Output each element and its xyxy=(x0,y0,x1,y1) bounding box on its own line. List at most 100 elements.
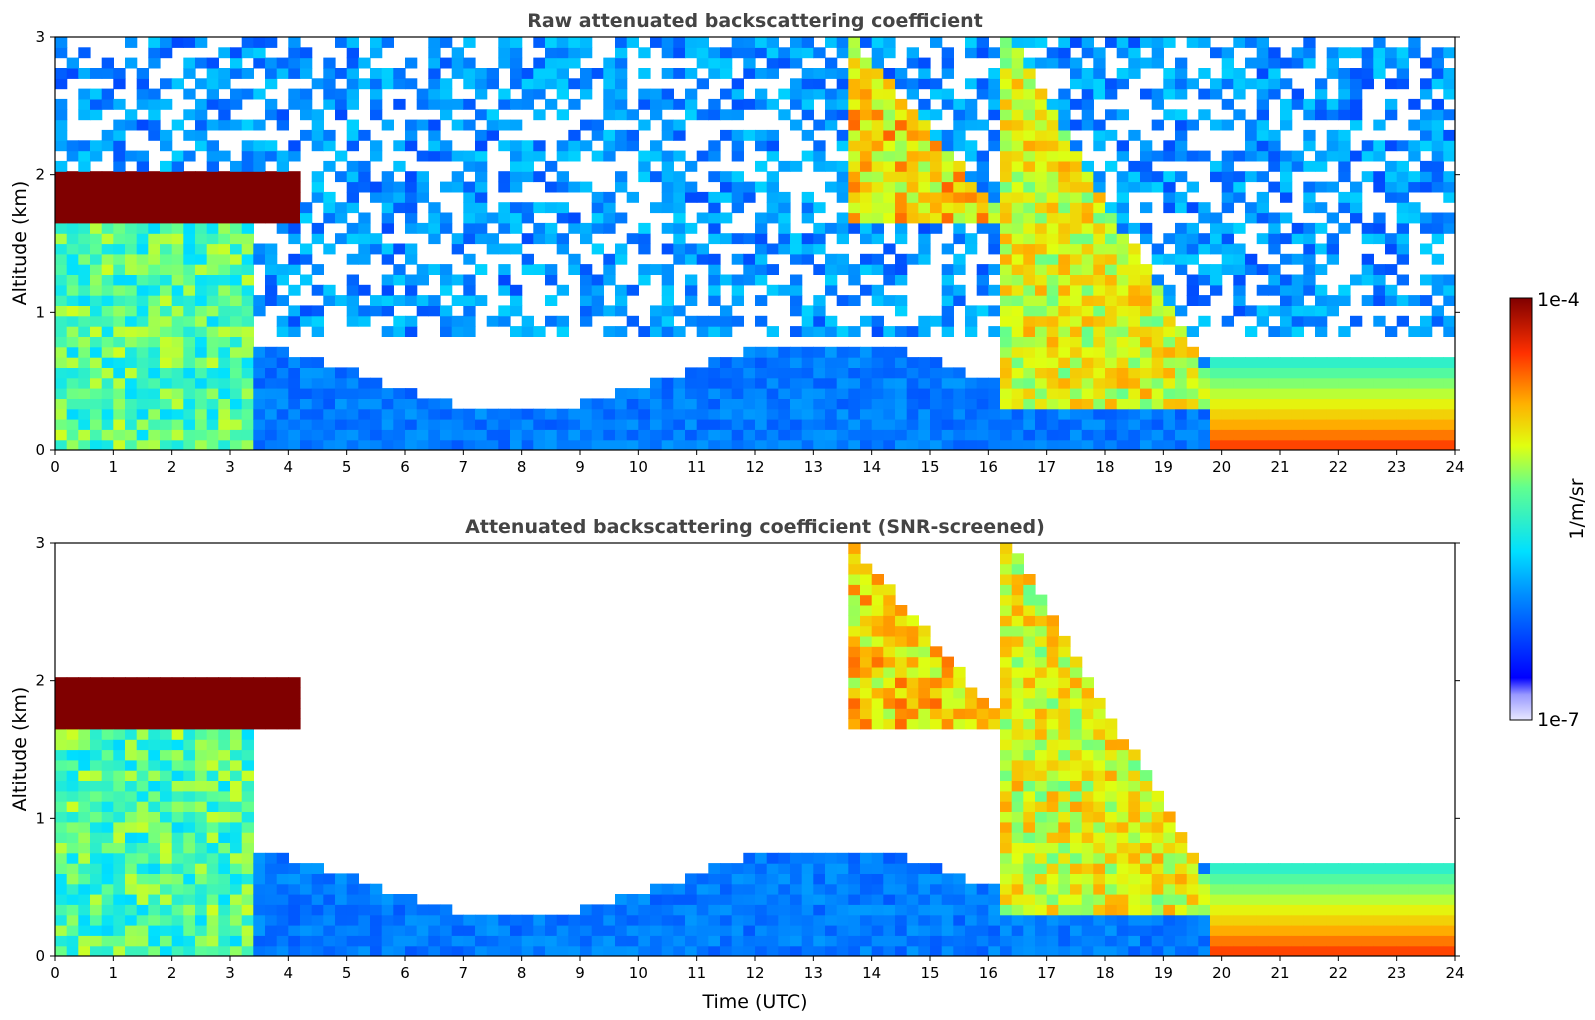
heatmap-cell xyxy=(370,88,383,100)
heatmap-cell xyxy=(556,935,569,947)
heatmap-cell xyxy=(311,284,324,296)
heatmap-cell xyxy=(66,697,79,709)
heatmap-cell xyxy=(848,666,861,678)
heatmap-cell xyxy=(1000,274,1013,286)
heatmap-cell xyxy=(720,326,733,337)
heatmap-cell xyxy=(346,37,359,48)
panel-screened: Attenuated backscattering coefficient (S… xyxy=(9,516,1465,1013)
heatmap-cell xyxy=(1303,429,1316,441)
heatmap-cell xyxy=(288,305,301,317)
heatmap-cell xyxy=(195,708,208,720)
heatmap-cell xyxy=(78,945,91,956)
heatmap-cell xyxy=(1175,57,1188,69)
heatmap-cell xyxy=(895,945,908,956)
heatmap-cell xyxy=(55,883,68,895)
heatmap-cell xyxy=(930,894,943,905)
heatmap-cell xyxy=(1373,212,1386,224)
heatmap-cell xyxy=(195,346,208,358)
heatmap-cell xyxy=(101,315,114,327)
heatmap-cell xyxy=(1046,243,1059,255)
heatmap-cell xyxy=(918,398,931,410)
heatmap-cell xyxy=(1011,914,1024,926)
heatmap-cell xyxy=(1151,914,1164,926)
heatmap-cell xyxy=(183,408,196,420)
heatmap-cell xyxy=(1105,202,1118,214)
heatmap-cell xyxy=(650,925,663,936)
heatmap-cell xyxy=(696,37,709,48)
heatmap-cell xyxy=(1093,202,1106,214)
heatmap-cell xyxy=(475,945,488,956)
heatmap-cell xyxy=(148,264,161,275)
heatmap-cell xyxy=(1140,57,1153,69)
heatmap-cell xyxy=(1233,429,1246,441)
heatmap-cell xyxy=(731,377,744,389)
heatmap-cell xyxy=(195,119,208,131)
heatmap-cell xyxy=(591,119,604,131)
heatmap-cell xyxy=(78,687,91,699)
heatmap-cell xyxy=(1093,243,1106,255)
heatmap-cell xyxy=(265,945,278,956)
heatmap-cell xyxy=(55,47,68,59)
heatmap-cell xyxy=(1081,883,1094,895)
heatmap-cell xyxy=(860,594,873,606)
heatmap-cell xyxy=(1093,708,1106,720)
heatmap-cell xyxy=(988,284,1001,296)
heatmap-cell xyxy=(720,274,733,286)
heatmap-cell xyxy=(160,274,173,286)
heatmap-cell xyxy=(510,171,523,183)
heatmap-cell xyxy=(1023,759,1036,771)
heatmap-cell xyxy=(533,202,546,214)
heatmap-cell xyxy=(55,935,68,947)
heatmap-cell xyxy=(1163,305,1176,317)
heatmap-cell xyxy=(300,439,313,450)
heatmap-cell xyxy=(1035,780,1048,792)
heatmap-cell xyxy=(428,904,441,916)
heatmap-cell xyxy=(661,202,674,214)
heatmap-cell xyxy=(90,904,103,916)
heatmap-cell xyxy=(1081,98,1094,110)
heatmap-cell xyxy=(1116,821,1129,833)
heatmap-cell xyxy=(696,47,709,59)
heatmap-cell xyxy=(1280,883,1293,895)
heatmap-cell xyxy=(183,728,196,740)
heatmap-cell xyxy=(335,212,348,224)
heatmap-cell xyxy=(930,181,943,193)
heatmap-cell xyxy=(125,883,138,895)
heatmap-cell xyxy=(953,398,966,410)
heatmap-cell xyxy=(556,150,569,162)
heatmap-cell xyxy=(836,914,849,926)
heatmap-cell xyxy=(1140,274,1153,286)
heatmap-cell xyxy=(510,160,523,172)
heatmap-cell xyxy=(253,377,266,389)
heatmap-cell xyxy=(545,264,558,275)
heatmap-cell xyxy=(300,945,313,956)
heatmap-cell xyxy=(381,222,394,234)
heatmap-cell xyxy=(1326,377,1339,389)
heatmap-cell xyxy=(171,925,184,936)
heatmap-cell xyxy=(78,770,91,781)
heatmap-cell xyxy=(1385,357,1398,368)
heatmap-cell xyxy=(195,419,208,430)
heatmap-cell xyxy=(171,119,184,131)
heatmap-cell xyxy=(895,233,908,245)
heatmap-cell xyxy=(381,894,394,905)
x-tick-label: 17 xyxy=(1037,458,1056,476)
heatmap-cell xyxy=(685,222,698,234)
heatmap-cell xyxy=(346,47,359,59)
heatmap-cell xyxy=(1023,790,1036,802)
heatmap-cell xyxy=(1011,646,1024,658)
heatmap-cell xyxy=(1070,398,1083,410)
heatmap-cell xyxy=(241,284,254,296)
heatmap-cell xyxy=(405,935,418,947)
heatmap-cell xyxy=(510,57,523,69)
heatmap-cell xyxy=(66,419,79,430)
heatmap-cell xyxy=(988,191,1001,203)
heatmap-cell xyxy=(1058,759,1071,771)
heatmap-cell xyxy=(976,894,989,905)
heatmap-cell xyxy=(55,336,68,348)
heatmap-cell xyxy=(801,326,814,337)
heatmap-cell xyxy=(941,181,954,193)
heatmap-cell xyxy=(230,759,243,771)
heatmap-cell xyxy=(55,212,68,224)
heatmap-cell xyxy=(288,687,301,699)
